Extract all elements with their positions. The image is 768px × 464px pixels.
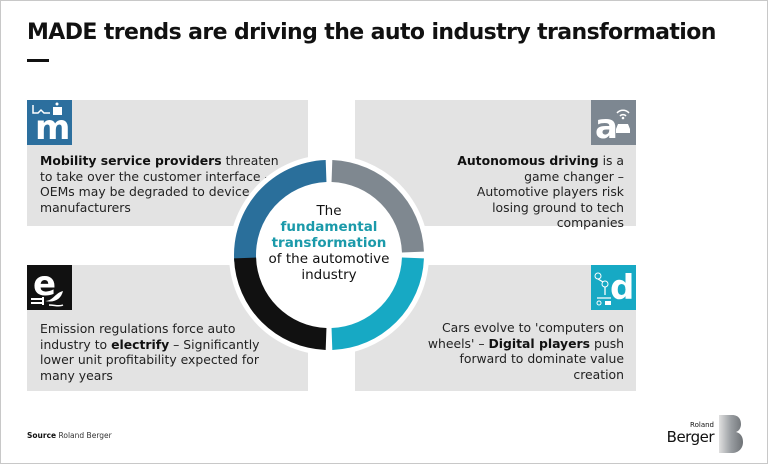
slide-title: MADE trends are driving the auto industr… (27, 20, 716, 45)
center-line-1: The (316, 203, 342, 219)
ring-segment-electric (234, 257, 327, 350)
center-line-3: of the automotive (268, 251, 390, 267)
ring-segment-digital (331, 257, 424, 350)
title-underline (27, 59, 49, 62)
mobility-icon: m (27, 100, 72, 145)
logo-b-mark (719, 415, 743, 453)
roland-berger-logo: Roland Berger (667, 414, 744, 454)
panel-digital-text: Cars evolve to 'computers on wheels' – D… (427, 320, 624, 382)
ring-segment-mobility (234, 160, 327, 262)
ring-segment-autonomous (331, 160, 424, 253)
electric-plug-leaf-icon: e (27, 265, 72, 310)
center-label: The fundamental transformation of the au… (259, 203, 399, 283)
source-note: Source Roland Berger (27, 431, 112, 440)
digital-circuit-icon: d (591, 265, 636, 310)
autonomous-car-icon: a (591, 100, 636, 145)
panel-autonomous-text: Autonomous driving is a game changer – A… (457, 153, 624, 230)
center-highlight-1: fundamental (280, 219, 378, 235)
panel-autonomous: a Autonomous driving is a game changer –… (355, 100, 636, 230)
panel-electric-text: Emission regulations force auto industry… (40, 321, 260, 383)
center-highlight-2: transformation (271, 235, 387, 251)
panel-mobility-text: Mobility service providers threaten to t… (40, 153, 279, 215)
transformation-ring (229, 155, 429, 355)
center-line-4: industry (301, 267, 357, 283)
